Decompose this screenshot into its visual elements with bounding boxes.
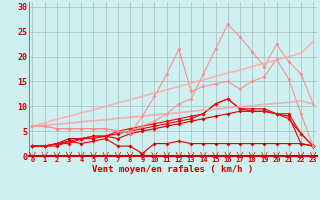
X-axis label: Vent moyen/en rafales ( km/h ): Vent moyen/en rafales ( km/h ) — [92, 165, 253, 174]
